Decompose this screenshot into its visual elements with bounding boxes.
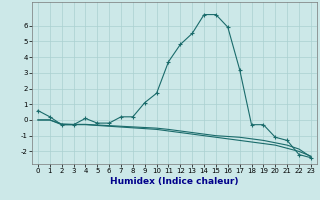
X-axis label: Humidex (Indice chaleur): Humidex (Indice chaleur) (110, 177, 239, 186)
